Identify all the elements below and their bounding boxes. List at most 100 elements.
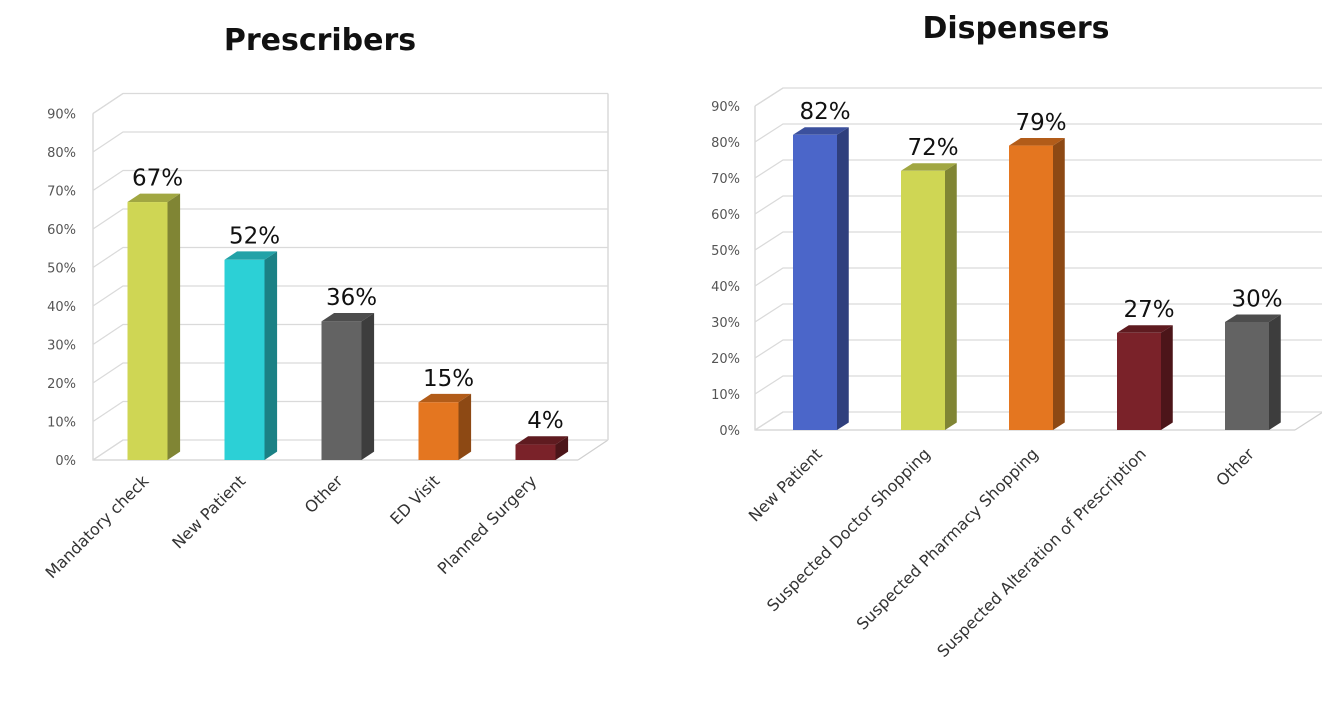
gridline xyxy=(92,246,608,268)
bar-side xyxy=(167,193,181,460)
bar-front xyxy=(418,402,459,460)
gridline xyxy=(92,362,608,384)
gridline xyxy=(92,285,608,307)
bar-side xyxy=(555,436,569,460)
bar-front xyxy=(127,202,168,461)
y-tick-label: 90% xyxy=(47,108,76,123)
bar xyxy=(901,163,957,431)
bar-top xyxy=(418,393,472,403)
data-label: 82% xyxy=(799,99,850,125)
bar xyxy=(515,436,569,460)
y-tick-label: 20% xyxy=(711,352,740,367)
bar-top xyxy=(321,313,375,322)
bar-side xyxy=(361,313,375,460)
chart-title: Dispensers xyxy=(922,11,1109,46)
bar-front xyxy=(515,444,556,460)
y-tick-label: 70% xyxy=(711,172,740,187)
category-label: Other xyxy=(301,471,347,517)
category-label: Suspected Pharmacy Shopping xyxy=(853,444,1042,633)
bar-side xyxy=(945,163,957,431)
bar-front xyxy=(1225,322,1269,430)
data-label: 52% xyxy=(229,223,280,249)
y-tick-label: 50% xyxy=(711,244,740,259)
category-label: Mandatory check xyxy=(41,471,152,582)
bar-side xyxy=(458,393,472,460)
bar-top xyxy=(901,163,957,171)
category-label: New Patient xyxy=(745,444,826,525)
data-label: 67% xyxy=(132,166,183,192)
gridline xyxy=(92,92,608,114)
y-tick-label: 0% xyxy=(719,424,740,439)
y-tick-label: 40% xyxy=(47,300,76,315)
chart-title: Prescribers xyxy=(224,23,416,58)
bar xyxy=(1117,325,1173,430)
bar xyxy=(418,393,472,460)
bar-top xyxy=(1009,138,1065,146)
bar-front xyxy=(1117,332,1161,430)
bar-top xyxy=(515,436,569,445)
bar-side xyxy=(1161,325,1173,430)
bar-side xyxy=(1053,138,1065,431)
bar-top xyxy=(793,127,849,135)
data-label: 27% xyxy=(1123,297,1174,323)
bar xyxy=(1225,314,1281,430)
gridline xyxy=(754,231,1322,251)
bar-side xyxy=(264,251,278,460)
data-label: 30% xyxy=(1231,286,1282,312)
bar-front xyxy=(793,134,837,431)
floor-edge xyxy=(577,439,609,461)
bar-top xyxy=(1225,314,1281,322)
y-tick-label: 70% xyxy=(47,185,76,200)
y-tick-label: 20% xyxy=(47,377,76,392)
bar-side xyxy=(837,127,849,431)
bar-front xyxy=(224,259,265,460)
data-label: 15% xyxy=(423,366,474,392)
bar-top xyxy=(1117,325,1173,333)
bar xyxy=(224,251,278,460)
bar-front xyxy=(901,170,945,431)
bar-top xyxy=(224,251,278,260)
category-label: New Patient xyxy=(168,471,249,552)
bar xyxy=(1009,138,1065,431)
gridline xyxy=(754,123,1322,143)
floor-edge xyxy=(1294,411,1322,431)
data-label: 72% xyxy=(907,135,958,161)
dispensers-chart: Dispensers 0% 10% 20% 30% 40% 50% 60% 70% 80% 90%… xyxy=(711,11,1322,661)
bar xyxy=(793,127,849,431)
gridline xyxy=(92,323,608,345)
gridlines xyxy=(92,92,608,461)
gridline xyxy=(92,131,608,153)
bar xyxy=(127,193,181,461)
category-label: Suspected Alteration of Prescription xyxy=(933,444,1150,661)
category-label: Planned Surgery xyxy=(434,471,541,578)
y-tick-label: 60% xyxy=(47,223,76,238)
y-tick-label: 10% xyxy=(711,388,740,403)
y-tick-label: 60% xyxy=(711,208,740,223)
data-label: 79% xyxy=(1015,110,1066,136)
y-tick-label: 40% xyxy=(711,280,740,295)
y-tick-label: 10% xyxy=(47,416,76,431)
y-tick-label: 30% xyxy=(711,316,740,331)
gridline xyxy=(754,195,1322,215)
category-label: ED Visit xyxy=(386,471,443,528)
gridline xyxy=(92,169,608,191)
gridline xyxy=(92,208,608,230)
y-tick-label: 90% xyxy=(711,100,740,115)
prescribers-chart: Prescribers 0% 10% 20% 30% 40% 50% 60% 70% 80% 90… xyxy=(41,23,609,582)
bar-top xyxy=(127,193,181,203)
data-label: 36% xyxy=(326,285,377,311)
bar xyxy=(321,313,375,460)
y-tick-label: 0% xyxy=(55,454,76,469)
gridline xyxy=(754,87,1322,107)
y-tick-label: 50% xyxy=(47,262,76,277)
y-tick-label: 80% xyxy=(711,136,740,151)
bar-front xyxy=(1009,145,1053,430)
category-label: Other xyxy=(1212,444,1258,490)
bar-side xyxy=(1269,314,1281,430)
y-tick-label: 80% xyxy=(47,146,76,161)
data-label: 4% xyxy=(527,408,564,434)
gridline xyxy=(754,267,1322,287)
gridline xyxy=(754,159,1322,179)
y-tick-label: 30% xyxy=(47,339,76,354)
